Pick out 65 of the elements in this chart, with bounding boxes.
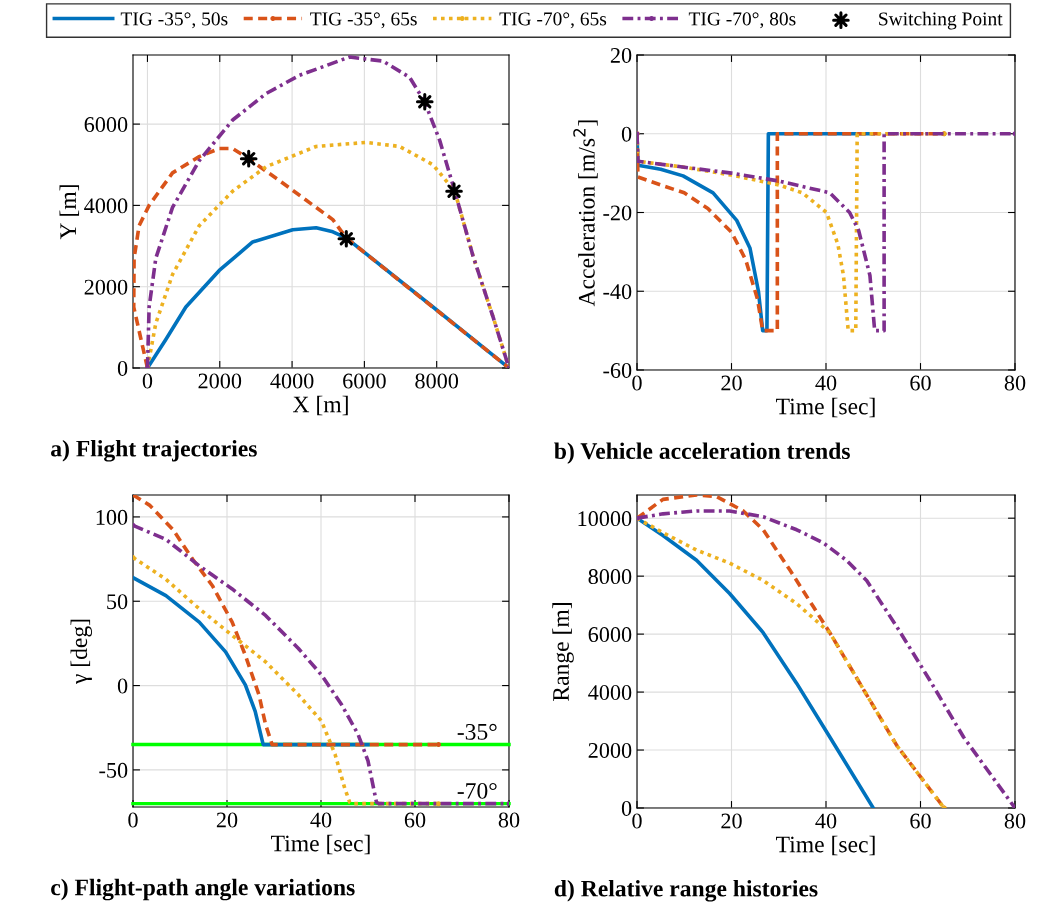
y-tick-label: 0 <box>621 126 632 142</box>
x-tick-label: 20 <box>721 813 742 829</box>
text: d) Relative range histories <box>554 879 818 902</box>
y-axis-title: Range [m] <box>552 603 574 701</box>
y-tick-label: 8000 <box>588 569 632 585</box>
x-tick-label: 40 <box>815 375 837 391</box>
y-tick-label: 6000 <box>84 117 128 133</box>
x-tick-label: 60 <box>910 375 931 391</box>
x-tick-label: 0 <box>142 373 153 389</box>
line-series <box>637 516 876 808</box>
x-tick-label: 80 <box>498 812 520 828</box>
x-tick-label: 60 <box>404 812 426 828</box>
y-tick-label: 100 <box>96 509 128 525</box>
point <box>415 92 434 111</box>
point <box>435 742 442 748</box>
x-tick-label: 60 <box>910 813 931 829</box>
x-axis-title: Time [sec] <box>776 835 875 856</box>
x-tick-label: 40 <box>815 813 837 829</box>
y-tick-label: 10000 <box>578 511 632 527</box>
point <box>239 149 258 168</box>
text: c) Flight-path angle variations <box>51 878 355 901</box>
x-tick-label: 0 <box>632 375 642 391</box>
x-tick-label: 2000 <box>198 373 242 389</box>
y-tick-label: -50 <box>99 762 128 778</box>
ref-line-label: -70° <box>457 782 497 799</box>
x-tick-label: 20 <box>721 375 742 391</box>
ref-line-label: -35° <box>457 723 497 740</box>
y-tick-label: 4000 <box>588 685 632 700</box>
y-axis-title: Acceleration [m/s$^{2}$] <box>573 120 598 307</box>
x-tick-label: 0 <box>128 812 138 828</box>
text: a) Flight trajectories <box>51 439 257 462</box>
y-tick-label: 4000 <box>84 198 128 214</box>
y-axis-title: γ [deg] <box>70 619 93 685</box>
x-tick-label: 4000 <box>270 373 314 389</box>
legend-label: TIG -70°, 80s <box>688 12 796 29</box>
y-tick-label: 2000 <box>84 279 128 295</box>
x-axis-title: Time [sec] <box>271 834 370 855</box>
y-tick-label: -40 <box>603 284 632 300</box>
point <box>337 229 356 248</box>
y-tick-label: 6000 <box>588 627 632 643</box>
text: b) Vehicle acceleration trends <box>554 442 850 464</box>
x-tick-label: 80 <box>1004 813 1026 829</box>
y-axis-title: Y [m] <box>59 185 80 240</box>
y-tick-label: 2000 <box>588 742 632 758</box>
x-tick-label: 80 <box>1004 375 1026 391</box>
y-tick-label: -20 <box>603 205 632 221</box>
x-tick-label: 20 <box>216 812 238 828</box>
y-tick-label: -60 <box>603 362 632 378</box>
x-tick-label: 0 <box>632 813 642 829</box>
legend-label: TIG -35°, 65s <box>310 12 417 29</box>
legend-label: Switching Point <box>879 11 1003 30</box>
x-tick-label: 40 <box>310 812 332 828</box>
x-tick-label: 8000 <box>415 373 459 389</box>
y-tick-label: 20 <box>610 47 632 63</box>
x-axis-title: X [m] <box>293 395 348 416</box>
legend-label: TIG -70°, 65s <box>499 12 607 29</box>
point <box>435 801 442 807</box>
y-tick-label: 0 <box>117 360 128 376</box>
legend-label: TIG -35°, 50s <box>120 12 228 29</box>
point <box>445 182 463 200</box>
x-axis-title: Time [sec] <box>776 397 875 418</box>
y-tick-label: 0 <box>621 800 632 816</box>
y-tick-label: 50 <box>107 594 128 610</box>
y-tick-label: 0 <box>117 678 128 694</box>
x-tick-label: 6000 <box>343 373 386 389</box>
